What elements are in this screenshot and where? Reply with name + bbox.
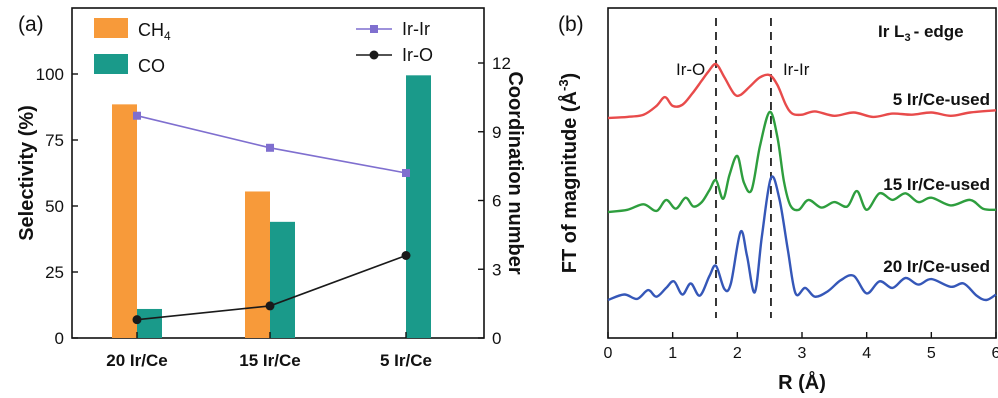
- y-tick-label-3: 75: [45, 131, 64, 150]
- bar-ch4-0: [112, 104, 137, 338]
- b-x-tick-label-4: 4: [862, 345, 871, 362]
- legend-marker-ir-ir: [370, 25, 378, 33]
- y2-tick-label-1: 3: [492, 260, 501, 279]
- reference-label-1: Ir-Ir: [783, 60, 810, 79]
- panel-a: (a) 0 25 50 75 100 0 3 6 9 12 20 Ir/Ce 15 Ir/Ce 5 …: [16, 7, 526, 370]
- series-label-1: 15 Ir/Ce-used: [883, 175, 990, 194]
- panel-b: (b) Ir-O Ir-Ir 0 1 2 3 4 5 6 R (Å) FT of magnit…: [556, 7, 998, 394]
- bar-co-2: [406, 75, 431, 338]
- b-x-tick-label-0: 0: [604, 345, 613, 362]
- b-x-tick-label-6: 6: [992, 345, 998, 362]
- y-tick-label-4: 100: [36, 65, 64, 84]
- y2-tick-label-0: 0: [492, 329, 501, 348]
- y-tick-label-1: 25: [45, 263, 64, 282]
- point-ir-o-2: [401, 251, 411, 260]
- panel-a-right-axis-ticks: 0 3 6 9 12: [478, 54, 511, 348]
- panel-b-y-axis-title: FT of magnitude (Å-3): [556, 73, 581, 273]
- x-tick-label-1: 15 Ir/Ce: [239, 351, 300, 370]
- b-x-tick-label-1: 1: [668, 345, 677, 362]
- panel-a-bars: [112, 75, 431, 338]
- bar-ch4-1: [245, 191, 270, 338]
- point-ir-ir-0: [133, 111, 141, 120]
- legend-label-ir-ir: Ir-Ir: [402, 19, 430, 39]
- legend-label-co: CO: [138, 56, 165, 76]
- legend-swatch-co: [94, 54, 128, 74]
- panel-b-reference-lines: Ir-O Ir-Ir: [676, 18, 810, 318]
- y2-tick-label-4: 12: [492, 54, 511, 73]
- panel-a-y-axis-title: Selectivity (%): [16, 105, 38, 241]
- panel-a-bar-legend: CH4 CO: [94, 18, 171, 76]
- series-label-0: 5 Ir/Ce-used: [893, 90, 990, 109]
- point-ir-o-0: [132, 315, 142, 325]
- panel-a-lines: [132, 111, 411, 325]
- bar-co-0: [137, 308, 162, 338]
- x-tick-label-0: 20 Ir/Ce: [106, 351, 167, 370]
- bar-co-1: [270, 221, 295, 338]
- legend-label-ch4: CH4: [138, 20, 171, 43]
- panel-a-left-axis-ticks: 0 25 50 75 100: [36, 65, 78, 348]
- b-x-tick-label-5: 5: [927, 345, 936, 362]
- y2-tick-label-2: 6: [492, 192, 501, 211]
- legend-label-ir-o: Ir-O: [402, 45, 433, 65]
- panel-b-x-axis-ticks: 0 1 2 3 4 5 6: [604, 332, 998, 362]
- panel-b-x-axis-title: R (Å): [778, 370, 826, 394]
- y-tick-label-0: 0: [55, 329, 64, 348]
- legend-swatch-ch4: [94, 18, 128, 38]
- panel-a-line-legend: Ir-Ir Ir-O: [356, 19, 433, 65]
- panel-b-series-labels: 5 Ir/Ce-used 15 Ir/Ce-used 20 Ir/Ce-used: [883, 90, 990, 276]
- point-ir-o-1: [265, 301, 275, 311]
- spectrum-0: [607, 62, 997, 120]
- panel-b-label: (b): [558, 13, 584, 36]
- point-ir-ir-1: [266, 143, 274, 152]
- x-tick-label-2: 5 Ir/Ce: [380, 351, 432, 370]
- y2-tick-label-3: 9: [492, 123, 501, 142]
- y-tick-label-2: 50: [45, 197, 64, 216]
- point-ir-ir-2: [402, 169, 410, 177]
- legend-marker-ir-o: [369, 50, 379, 60]
- panel-a-x-axis-ticks: 20 Ir/Ce 15 Ir/Ce 5 Ir/Ce: [106, 332, 432, 370]
- reference-label-0: Ir-O: [676, 60, 705, 79]
- spectrum-1: [607, 110, 997, 214]
- panel-b-edge-title: Ir L3- edge: [878, 22, 964, 44]
- panel-a-y2-axis-title: Coordination number: [504, 71, 526, 275]
- spectrum-2: [607, 175, 997, 302]
- panel-b-spectra: [607, 62, 997, 302]
- series-label-2: 20 Ir/Ce-used: [883, 257, 990, 276]
- b-x-tick-label-2: 2: [733, 345, 742, 362]
- panel-a-label: (a): [18, 13, 44, 36]
- b-x-tick-label-3: 3: [798, 345, 807, 362]
